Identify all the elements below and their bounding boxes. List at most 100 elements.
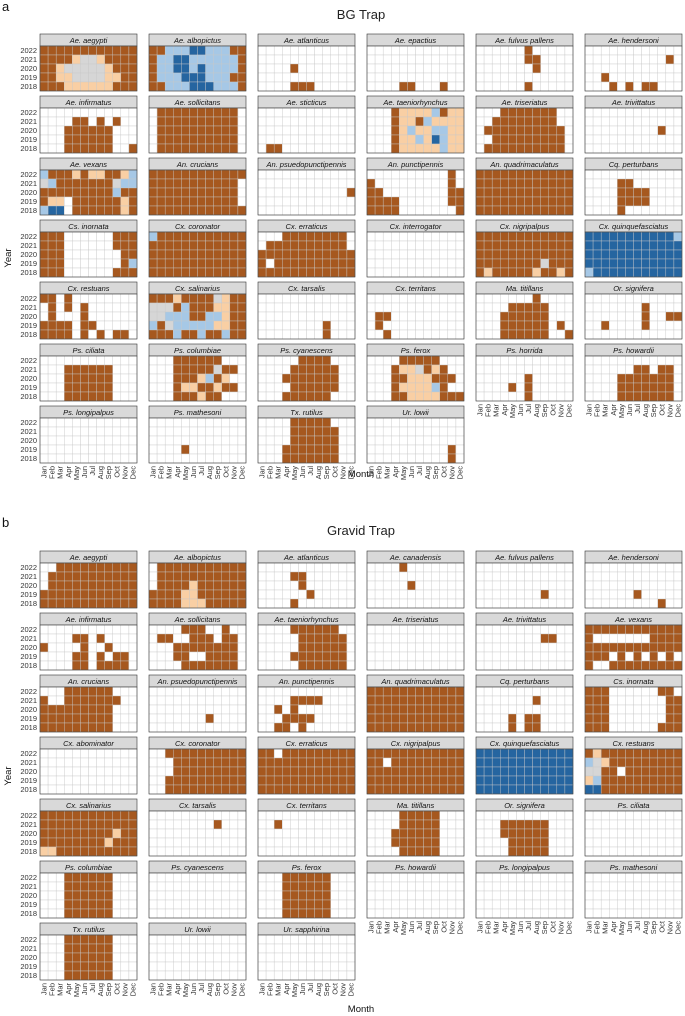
facet-border [366,748,465,795]
heat-cell [564,116,574,127]
heat-cell [205,320,214,331]
heat-cell [156,417,166,428]
heat-cell [189,899,198,910]
heat-cell [374,453,384,464]
heat-cell [96,231,105,242]
facet-1-11: Ae. vexans [584,612,683,671]
heat-cell [439,320,449,331]
heat-cell [633,187,642,198]
heat-cell [600,196,610,207]
heat-cell [592,205,602,216]
heat-cell [346,125,356,136]
heat-cell [282,196,291,207]
heat-cell [164,426,174,437]
heat-cell [237,633,247,644]
heat-cell [164,571,174,582]
x-tick-label: Oct [548,920,557,933]
heat-cell [423,54,432,65]
heat-cell [556,819,566,830]
heat-cell [197,810,206,821]
heat-cell [80,426,89,437]
heat-cell [96,651,105,662]
heat-cell [189,258,198,269]
heat-cell [156,116,166,127]
x-tick-label: Dec [455,466,464,480]
heat-cell [625,355,634,366]
heat-cell [181,426,190,437]
heat-cell [382,178,392,189]
heat-cell [439,695,449,706]
heat-cell [257,571,267,582]
x-tick-label: Jan [476,404,485,416]
heat-cell [181,267,190,278]
heat-cell [625,196,634,207]
heat-cell [524,205,533,216]
heat-cell [592,784,602,795]
heat-cell [455,196,465,207]
heat-cell [423,828,432,839]
heat-cell [475,293,485,304]
heat-cell [205,329,214,340]
heat-cell [516,196,525,207]
heat-cell [673,231,683,242]
heat-cell [314,453,323,464]
facet-title: Cx. tarsalis [179,801,216,810]
heat-cell [290,444,299,455]
heat-cell [483,63,493,74]
heat-cell [257,63,267,74]
heat-cell [298,240,307,251]
panel-a-bg-trap: a BG Trap Year Month Ae. aegypti20222021… [2,0,682,480]
heat-cell [112,837,122,848]
heat-cell [164,169,174,180]
heat-cell [592,54,602,65]
heat-cell [104,178,113,189]
heat-cell [399,846,408,857]
heat-cell [273,205,283,216]
heat-cell [382,169,392,180]
heat-cell [665,810,675,821]
heat-cell [237,890,247,901]
facet-1-7: Ae. sollicitans [148,612,247,671]
heat-cell [366,748,376,759]
heat-cell [439,311,449,322]
heat-cell [374,417,384,428]
facet-1-26: Cx. territans [257,798,356,857]
heat-cell [298,589,307,600]
heat-cell [475,757,485,768]
heat-cell [483,258,493,269]
heat-cell [532,143,541,154]
heat-cell [229,757,239,768]
heat-cell [273,453,283,464]
heat-cell [600,329,610,340]
heat-cell [600,258,610,269]
facet-1-27: Ma. titillans [366,798,465,857]
heat-cell [205,562,214,573]
heat-cell [189,695,198,706]
heat-cell [282,686,291,697]
heat-cell [330,54,340,65]
heat-cell [189,205,198,216]
heat-cell [306,293,315,304]
heat-cell [617,329,626,340]
heat-cell [221,846,231,857]
heat-cell [447,651,457,662]
heat-cell [584,598,594,609]
heat-cell [164,355,174,366]
heat-cell [556,231,566,242]
heat-cell [447,722,457,733]
heat-cell [273,311,283,322]
heat-cell [314,364,323,375]
heat-cell [64,571,73,582]
heat-cell [415,624,424,635]
facet-1-23: Cx. restuans [584,736,683,795]
heat-cell [306,107,315,118]
heat-cell [475,748,485,759]
heat-cell [483,293,493,304]
heat-cell [641,143,650,154]
heat-cell [617,54,626,65]
heat-cell [265,598,275,609]
facet-title: Cx. quinquefasciatus [599,222,669,231]
heat-cell [306,819,315,830]
